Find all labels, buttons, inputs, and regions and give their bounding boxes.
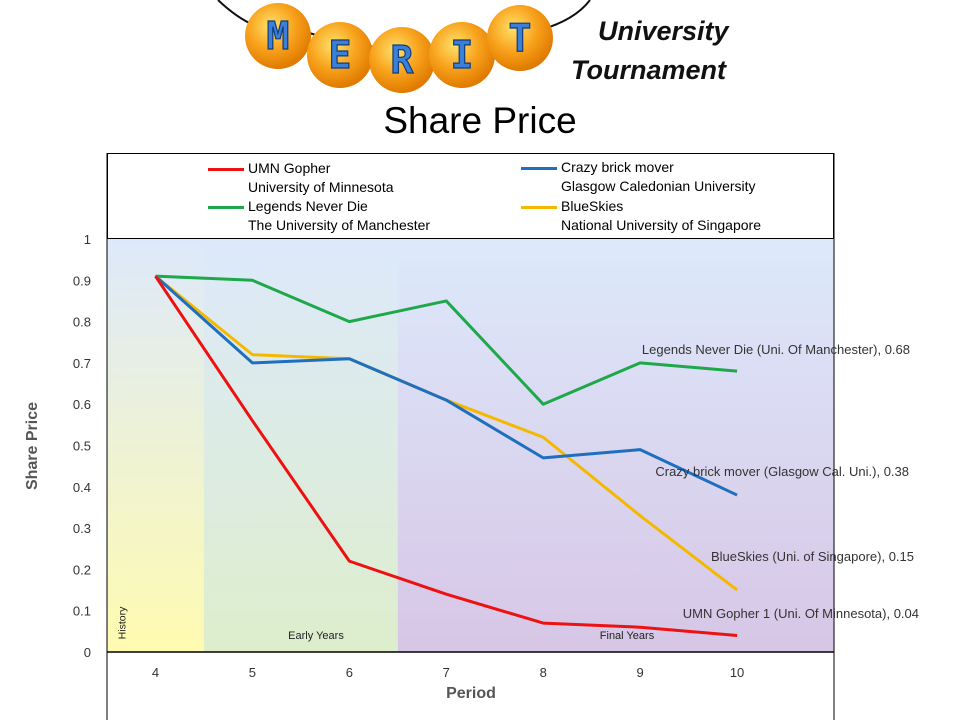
chart-legend: UMN Gopher University of Minnesota Crazy b… (107, 153, 834, 239)
legend-series-name: UMN Gopher (248, 160, 331, 176)
logo-letter-m: M (267, 14, 290, 58)
phase-label-final-years: Final Years (600, 630, 655, 642)
x-tick-label: 10 (730, 665, 744, 680)
x-tick-label: 5 (249, 665, 256, 680)
logo-ball (369, 27, 435, 93)
legend-series-institution: University of Minnesota (248, 179, 394, 195)
x-tick-label: 9 (637, 665, 644, 680)
legend-swatch (208, 206, 244, 209)
phase-band-early-years (203, 239, 398, 652)
legend-series-institution: Glasgow Caledonian University (561, 178, 756, 194)
end-label-umn-gopher: UMN Gopher 1 (Uni. Of Minnesota), 0.04 (683, 606, 919, 621)
legend-series-name: Legends Never Die (248, 198, 368, 214)
x-tick-label: 8 (540, 665, 547, 680)
legend-swatch (208, 168, 244, 171)
y-tick-label: 0.8 (73, 315, 91, 330)
series-line-crazy-brick-mover (154, 275, 738, 497)
y-tick-label: 1 (84, 232, 91, 247)
end-label-legends-never-die: Legends Never Die (Uni. Of Manchester), … (642, 342, 910, 357)
x-tick-label: 6 (346, 665, 353, 680)
brand-line-university: University (598, 16, 729, 46)
phase-band-final-years (397, 239, 834, 652)
y-tick-label: 0.2 (73, 562, 91, 577)
y-tick-label: 0.3 (73, 521, 91, 536)
y-axis-title: Share Price (24, 402, 41, 490)
legend-swatch (521, 206, 557, 209)
y-tick-label: 0.9 (73, 273, 91, 288)
x-axis-title: Period (446, 685, 496, 702)
logo-letter-t: T (509, 16, 532, 60)
phase-label-history: History (116, 606, 128, 639)
logo-letter-e: E (329, 33, 352, 77)
y-tick-label: 0.6 (73, 397, 91, 412)
phase-band-history (107, 239, 204, 652)
logo-ball (487, 5, 553, 71)
series-line-legends-never-die (155, 274, 738, 406)
chart-title: Share Price (383, 100, 577, 141)
legend-series-institution: The University of Manchester (248, 217, 431, 233)
logo-letter-r: R (391, 38, 414, 82)
brand-line-tournament: Tournament (571, 55, 726, 85)
x-tick-label: 7 (443, 665, 450, 680)
y-tick-label: 0.1 (73, 604, 91, 619)
y-tick-label: 0.5 (73, 439, 91, 454)
x-tick-label: 4 (152, 665, 159, 680)
legend-swatch (521, 167, 557, 170)
logo-ball (307, 22, 373, 88)
y-tick-label: 0.7 (73, 356, 91, 371)
y-tick-label: 0 (84, 645, 91, 660)
series-line-umn-gopher (154, 275, 738, 637)
end-label-crazy-brick-mover: Crazy brick mover (Glasgow Cal. Uni.), 0… (655, 464, 909, 479)
legend-series-name: Crazy brick mover (561, 159, 674, 175)
logo-letter-i: I (451, 33, 474, 77)
logo-ball (245, 3, 311, 69)
phase-label-early-years: Early Years (288, 630, 344, 642)
legend-series-institution: National University of Singapore (561, 217, 761, 233)
end-label-blueskies: BlueSkies (Uni. of Singapore), 0.15 (711, 549, 914, 564)
legend-series-name: BlueSkies (561, 198, 624, 214)
y-tick-label: 0.4 (73, 480, 91, 495)
logo-ball (429, 22, 495, 88)
